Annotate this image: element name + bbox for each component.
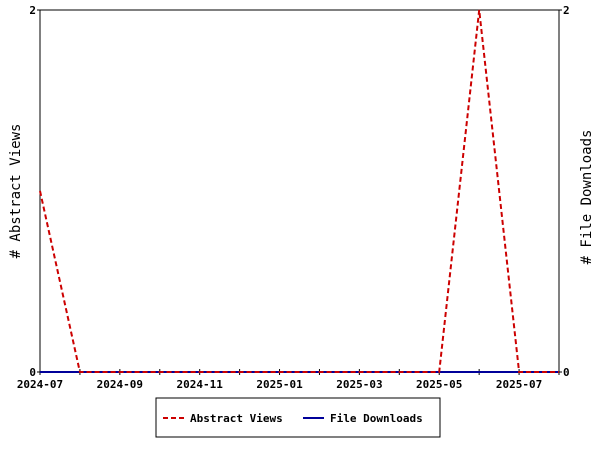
right-y-tick-label: 2 [563, 4, 570, 17]
right-axis-title: # File Downloads [579, 130, 595, 265]
legend-label-abstract-views: Abstract Views [190, 412, 283, 425]
series-line-abstract-views [39, 9, 559, 373]
right-y-tick-label: 0 [563, 366, 570, 379]
series-layer [39, 9, 559, 373]
legend: Abstract Views File Downloads [155, 397, 441, 438]
x-tick-label: 2024-09 [97, 378, 143, 391]
x-tick-label: 2024-07 [17, 378, 63, 391]
legend-box [155, 397, 441, 438]
plot-area [39, 9, 560, 373]
x-axis: 2024-07 2024-09 2024-11 2025-01 2025-03 2025-… [17, 369, 560, 391]
x-tick-label: 2024-11 [177, 378, 224, 391]
left-y-tick-label: 0 [29, 366, 36, 379]
x-tick-label: 2025-07 [496, 378, 542, 391]
left-y-tick-label: 2 [29, 4, 36, 17]
x-tick-label: 2025-01 [256, 378, 303, 391]
x-tick-label: 2025-03 [336, 378, 382, 391]
left-axis-title: # Abstract Views [8, 124, 24, 259]
legend-label-file-downloads: File Downloads [330, 412, 423, 425]
x-tick-label: 2025-05 [416, 378, 462, 391]
